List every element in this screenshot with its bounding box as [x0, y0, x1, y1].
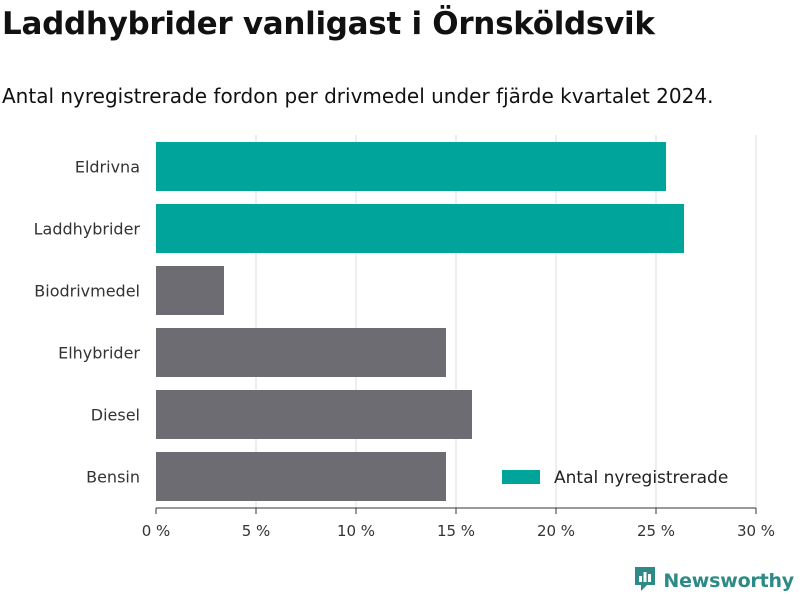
category-label: Diesel	[91, 406, 140, 425]
legend: Antal nyregistrerade	[502, 468, 728, 488]
x-tick-label: 15 %	[437, 522, 475, 540]
x-tick-label: 5 %	[242, 522, 271, 540]
category-label: Eldrivna	[75, 158, 140, 177]
axes: 0 % 5 % 10 % 15 % 20 % 25 % 30 % Eldrivna Laddhy…	[34, 158, 775, 541]
category-label: Laddhybrider	[34, 220, 141, 239]
category-label: Bensin	[86, 468, 140, 487]
bars	[156, 142, 684, 501]
chart-title: Laddhybrider vanligast i Örnsköldsvik	[2, 6, 655, 42]
grid-lines	[255, 135, 757, 508]
bar-biodrivmedel	[156, 266, 224, 315]
bar-chart: 0 % 5 % 10 % 15 % 20 % 25 % 30 % Eldrivna Laddhy…	[34, 135, 775, 541]
bar-laddhybrider	[156, 204, 684, 253]
chart-subtitle: Antal nyregistrerade fordon per drivmede…	[2, 84, 714, 108]
category-label: Biodrivmedel	[34, 282, 140, 301]
x-tick-label: 10 %	[337, 522, 375, 540]
bar-eldrivna	[156, 142, 666, 191]
x-tick-label: 30 %	[737, 522, 775, 540]
legend-swatch	[502, 470, 540, 484]
bar-elhybrider	[156, 328, 446, 377]
bar-bensin	[156, 452, 446, 501]
legend-label: Antal nyregistrerade	[554, 468, 728, 488]
x-tick-label: 0 %	[142, 522, 171, 540]
x-tick-label: 25 %	[637, 522, 675, 540]
x-tick-label: 20 %	[537, 522, 575, 540]
bar-chart-logo-icon	[633, 565, 657, 597]
category-label: Elhybrider	[58, 344, 140, 363]
bar-diesel	[156, 390, 472, 439]
brand-name: Newsworthy	[663, 570, 794, 592]
newsworthy-branding: Newsworthy	[633, 565, 794, 597]
